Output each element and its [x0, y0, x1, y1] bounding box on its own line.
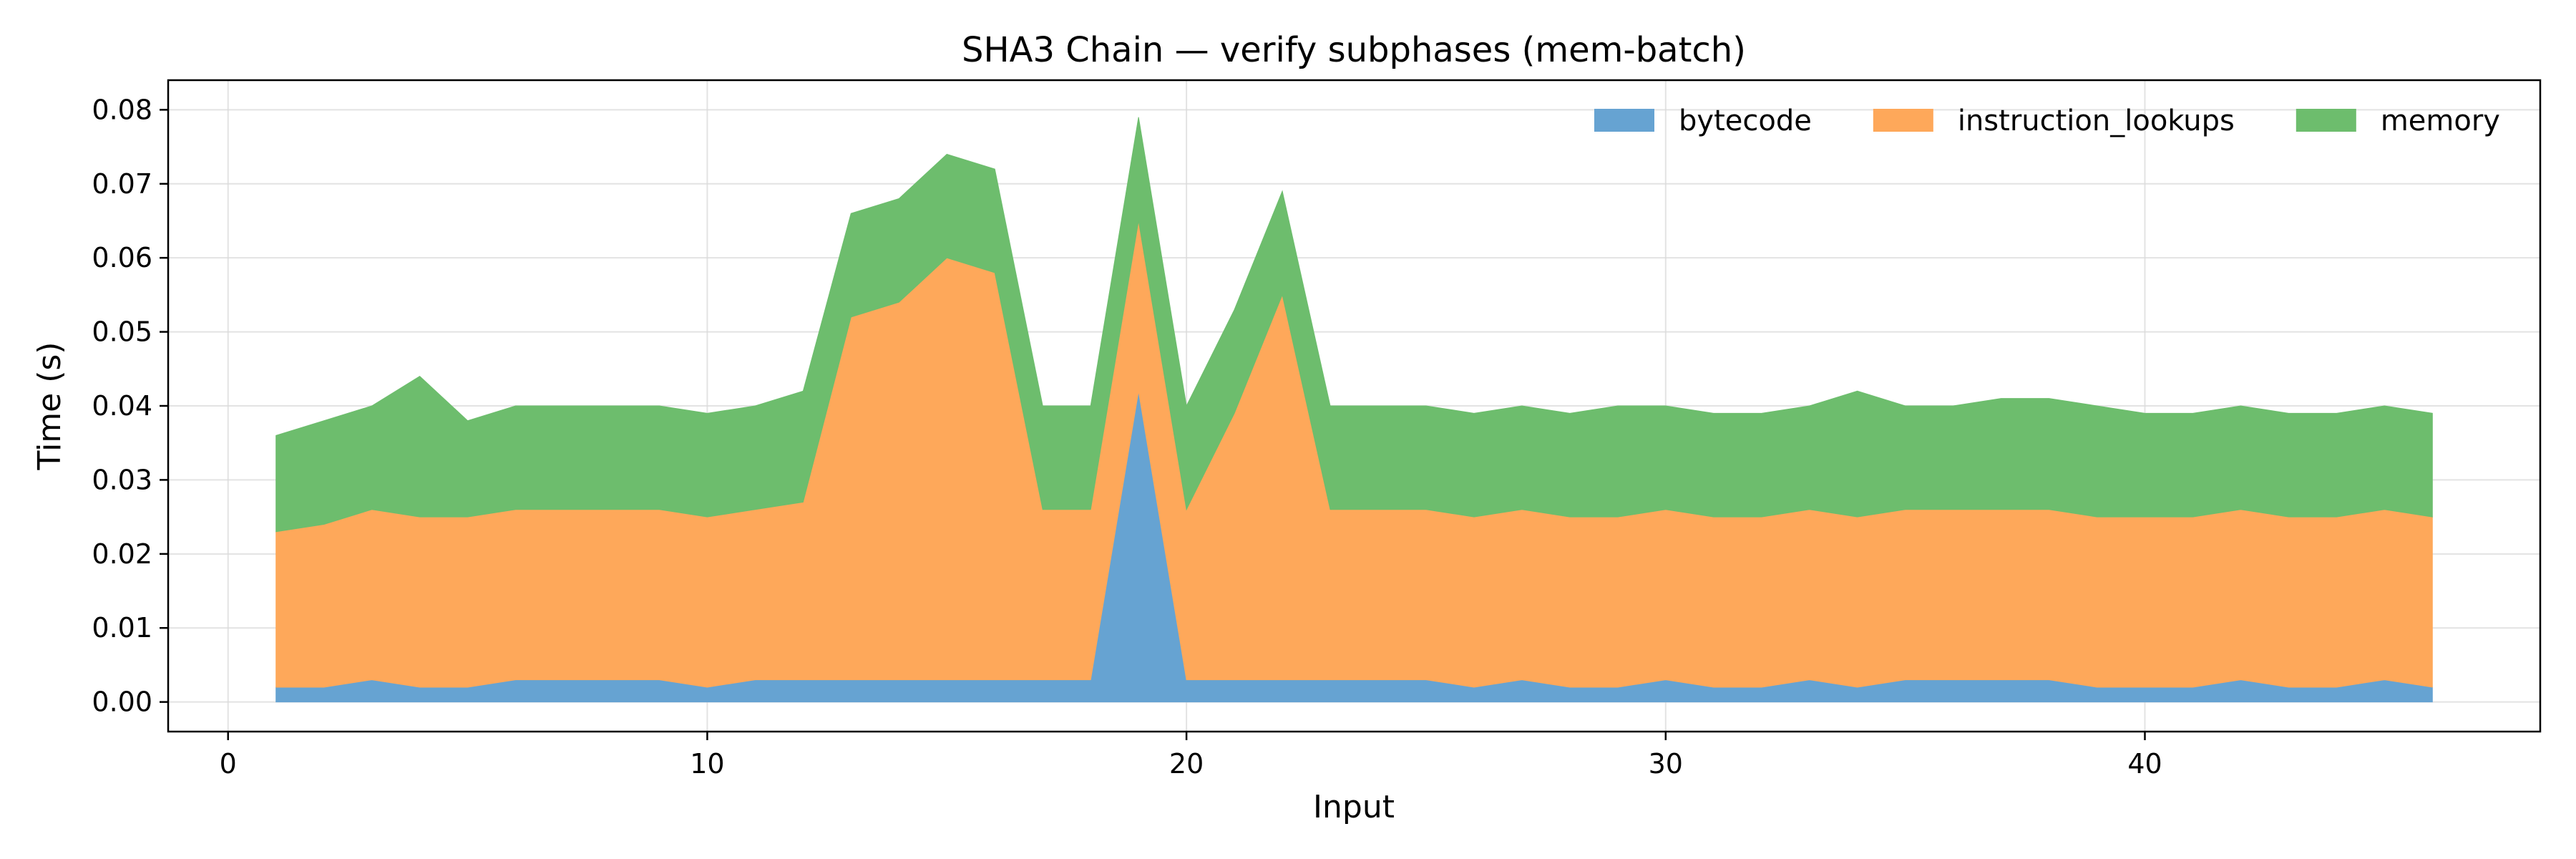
- chart-title: SHA3 Chain — verify subphases (mem-batch…: [962, 30, 1746, 70]
- area-series-group: [275, 117, 2433, 703]
- legend-label-instruction-lookups: instruction_lookups: [1958, 105, 2235, 137]
- legend: bytecode instruction_lookups memory: [1594, 105, 2500, 137]
- y-tick-label: 0.05: [92, 316, 152, 348]
- y-tick-label: 0.01: [92, 612, 152, 644]
- x-tick-label: 40: [2127, 748, 2162, 780]
- y-tick-label: 0.08: [92, 94, 152, 125]
- y-axis-label: Time (s): [31, 342, 68, 471]
- legend-label-bytecode: bytecode: [1679, 105, 1812, 137]
- x-tick-label: 0: [220, 748, 237, 780]
- x-tick-label: 10: [690, 748, 724, 780]
- legend-swatch-memory: [2296, 109, 2356, 132]
- area-memory: [275, 117, 2433, 533]
- x-tick-label: 20: [1169, 748, 1204, 780]
- y-tick-label: 0.03: [92, 464, 152, 495]
- y-tick-label: 0.06: [92, 242, 152, 273]
- y-tick-label: 0.04: [92, 390, 152, 422]
- y-tick-label: 0.07: [92, 168, 152, 200]
- x-axis-label: Input: [1313, 789, 1395, 825]
- x-axis-ticks: 0 10 20 30 40: [220, 732, 2162, 780]
- y-axis-ticks: 0.00 0.01 0.02 0.03 0.04 0.05 0.06 0.07 0.08: [92, 94, 168, 718]
- legend-swatch-instruction-lookups: [1873, 109, 1933, 132]
- legend-swatch-bytecode: [1594, 109, 1654, 132]
- x-tick-label: 30: [1649, 748, 1683, 780]
- y-tick-label: 0.02: [92, 538, 152, 570]
- y-tick-label: 0.00: [92, 686, 152, 718]
- legend-label-memory: memory: [2381, 105, 2500, 137]
